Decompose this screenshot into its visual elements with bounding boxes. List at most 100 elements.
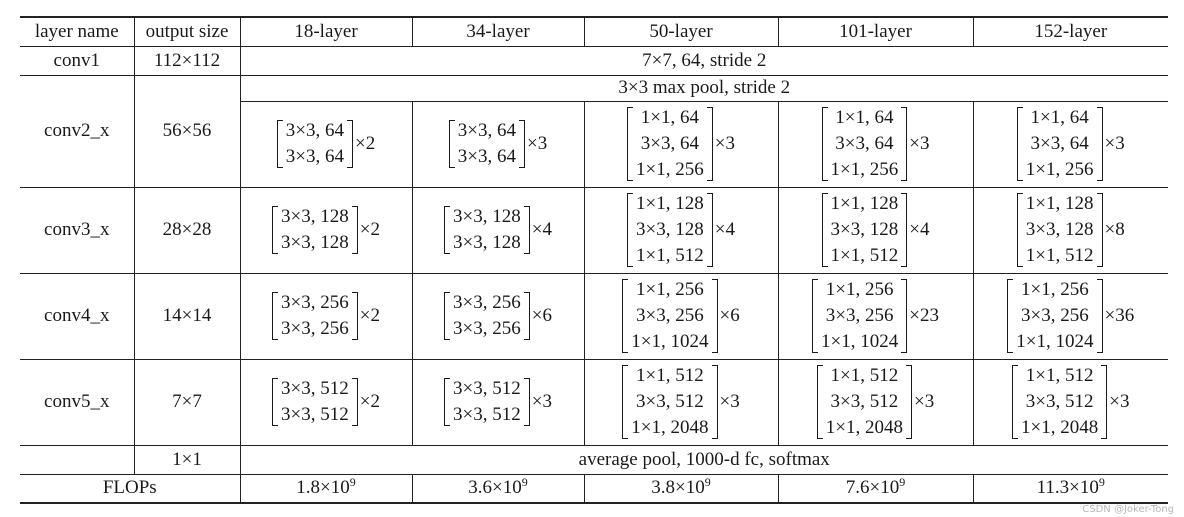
- output-size-cell: 14×14: [133, 272, 241, 360]
- block-line: 3×3, 128: [453, 232, 521, 253]
- block-line: 3×3, 512: [1025, 391, 1094, 412]
- block-multiplier: ×4: [714, 219, 735, 240]
- block-matrix: 1×1, 256 3×3, 256 1×1, 1024 ×6: [622, 277, 740, 355]
- block-line: 1×1, 256: [636, 159, 704, 180]
- block-cell: 1×1, 512 3×3, 512 1×1, 2048 ×3: [972, 358, 1168, 446]
- block-line: 1×1, 1024: [1016, 331, 1094, 352]
- bracket-group: 1×1, 512 3×3, 512 1×1, 2048: [816, 363, 913, 441]
- block-cell: 1×1, 64 3×3, 64 1×1, 256 ×3: [777, 100, 974, 188]
- output-size-cell: 28×28: [133, 186, 241, 274]
- block-line: 1×1, 256: [1021, 279, 1089, 300]
- block-line: 3×3, 128: [281, 206, 349, 227]
- final-spec-cell: average pool, 1000-d fc, softmax: [239, 444, 1168, 475]
- block-cell: 1×1, 128 3×3, 128 1×1, 512 ×4: [777, 186, 974, 274]
- block-matrix: 3×3, 64 3×3, 64 ×3: [448, 118, 547, 170]
- block-line: 3×3, 256: [636, 305, 704, 326]
- block-matrix: 1×1, 512 3×3, 512 1×1, 2048 ×3: [1012, 363, 1129, 441]
- conv1-spec-cell: 7×7, 64, stride 2: [239, 45, 1168, 76]
- block-cell: 3×3, 256 3×3, 256 ×6: [411, 272, 585, 360]
- conv4-row: conv4_x 14×14 3×3, 256 3×3, 256 ×2 3×3, 256…: [20, 272, 1168, 360]
- block-cell: 1×1, 256 3×3, 256 1×1, 1024 ×6: [583, 272, 779, 360]
- block-cell: 3×3, 512 3×3, 512 ×2: [239, 358, 413, 446]
- block-matrix: 3×3, 64 3×3, 64 ×2: [276, 118, 375, 170]
- block-cell: 1×1, 128 3×3, 128 1×1, 512 ×4: [583, 186, 779, 274]
- block-line: 3×3, 128: [453, 206, 521, 227]
- block-matrix: 1×1, 256 3×3, 256 1×1, 1024 ×23: [812, 277, 939, 355]
- bracket-group: 3×3, 256 3×3, 256: [272, 290, 358, 342]
- block-multiplier: ×3: [719, 391, 740, 412]
- flops-cell: 7.6×109: [777, 473, 974, 504]
- bracket-group: 1×1, 128 3×3, 128 1×1, 512: [1016, 191, 1103, 269]
- block-cell: 3×3, 128 3×3, 128 ×2: [239, 186, 413, 274]
- block-line: 3×3, 64: [640, 133, 699, 154]
- block-line: 1×1, 256: [830, 159, 899, 180]
- flops-mantissa: 11.3×10: [1036, 477, 1099, 499]
- bracket-group: 1×1, 512 3×3, 512 1×1, 2048: [1012, 363, 1108, 441]
- flops-exponent: 9: [704, 475, 711, 490]
- block-cell: 1×1, 256 3×3, 256 1×1, 1024 ×36: [972, 272, 1168, 360]
- header-cell: layer name: [20, 16, 135, 47]
- block-line: 1×1, 2048: [825, 417, 903, 438]
- block-multiplier: ×6: [531, 305, 552, 326]
- flops-exponent: 9: [1098, 475, 1105, 490]
- block-multiplier: ×4: [909, 219, 930, 240]
- block-line: 3×3, 128: [830, 219, 899, 240]
- resnet-architecture-table: layer name output size 18-layer 34-layer…: [20, 16, 1168, 504]
- output-size-cell: 112×112: [133, 45, 241, 76]
- block-cell: 3×3, 256 3×3, 256 ×2: [239, 272, 413, 360]
- flops-row: FLOPs 1.8×109 3.6×109 3.8×109 7.6×109 11.3×1…: [20, 473, 1168, 504]
- bracket-group: 3×3, 128 3×3, 128: [272, 204, 358, 256]
- output-size-cell: 1×1: [133, 444, 241, 475]
- bracket-group: 1×1, 256 3×3, 256 1×1, 1024: [622, 277, 718, 355]
- block-line: 1×1, 2048: [1021, 417, 1099, 438]
- block-line: 1×1, 128: [1025, 193, 1094, 214]
- flops-cell: 11.3×109: [972, 473, 1168, 504]
- block-cell: 3×3, 64 3×3, 64 ×2: [240, 100, 413, 188]
- block-line: 3×3, 256: [453, 292, 521, 313]
- block-cell: 1×1, 128 3×3, 128 1×1, 512 ×8: [972, 186, 1168, 274]
- block-multiplier: ×23: [909, 305, 939, 326]
- block-cell: 1×1, 64 3×3, 64 1×1, 256 ×3: [583, 100, 779, 188]
- flops-mantissa: 7.6×10: [845, 477, 900, 499]
- bracket-group: 3×3, 128 3×3, 128: [444, 204, 530, 256]
- block-cell: 1×1, 512 3×3, 512 1×1, 2048 ×3: [777, 358, 974, 446]
- header-cell: output size: [133, 16, 241, 47]
- block-line: 1×1, 1024: [631, 331, 709, 352]
- block-line: 1×1, 64: [640, 107, 699, 128]
- block-line: 1×1, 512: [1025, 365, 1094, 386]
- block-line: 3×3, 512: [453, 378, 521, 399]
- block-multiplier: ×2: [359, 219, 380, 240]
- block-multiplier: ×8: [1104, 219, 1125, 240]
- block-matrix: 3×3, 512 3×3, 512 ×3: [444, 376, 552, 428]
- block-line: 1×1, 128: [830, 193, 899, 214]
- block-cell: 3×3, 64 3×3, 64 ×3: [411, 100, 585, 188]
- block-matrix: 1×1, 128 3×3, 128 1×1, 512 ×4: [627, 191, 735, 269]
- pool-spec-cell: 3×3 max pool, stride 2: [239, 74, 1168, 102]
- block-matrix: 1×1, 512 3×3, 512 1×1, 2048 ×3: [816, 363, 934, 441]
- bracket-group: 3×3, 64 3×3, 64: [448, 118, 526, 170]
- block-line: 1×1, 512: [830, 365, 899, 386]
- flops-exponent: 9: [521, 475, 528, 490]
- block-matrix: 1×1, 128 3×3, 128 1×1, 512 ×4: [821, 191, 930, 269]
- flops-label: FLOPs: [20, 473, 241, 504]
- output-size-cell: 7×7: [133, 358, 241, 446]
- watermark: CSDN @Joker-Tong: [1082, 504, 1174, 515]
- block-line: 3×3, 512: [830, 391, 899, 412]
- block-cell: 1×1, 512 3×3, 512 1×1, 2048 ×3: [583, 358, 779, 446]
- header-cell: 50-layer: [583, 16, 779, 47]
- block-line: 3×3, 256: [281, 318, 349, 339]
- pool-row: conv2_x 56×56 3×3 max pool, stride 2: [20, 74, 1168, 188]
- block-matrix: 3×3, 256 3×3, 256 ×2: [272, 290, 380, 342]
- block-line: 3×3, 64: [457, 146, 516, 167]
- bracket-group: 1×1, 256 3×3, 256 1×1, 1024: [812, 277, 908, 355]
- bracket-group: 1×1, 64 3×3, 64 1×1, 256: [1016, 105, 1103, 183]
- block-line: 1×1, 1024: [821, 331, 899, 352]
- block-line: 1×1, 256: [636, 279, 704, 300]
- block-multiplier: ×3: [531, 391, 552, 412]
- block-line: 1×1, 256: [825, 279, 894, 300]
- block-line: 3×3, 512: [281, 378, 349, 399]
- bracket-group: 1×1, 64 3×3, 64 1×1, 256: [627, 105, 713, 183]
- block-cell: 3×3, 512 3×3, 512 ×3: [411, 358, 585, 446]
- block-matrix: 1×1, 64 3×3, 64 1×1, 256 ×3: [821, 105, 929, 183]
- block-line: 1×1, 512: [1025, 245, 1094, 266]
